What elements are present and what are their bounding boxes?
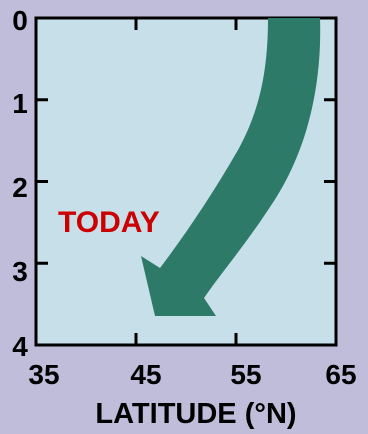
- x-axis-title: LATITUDE (°N): [95, 398, 296, 430]
- y-tick-label-4: 4: [12, 331, 28, 362]
- y-tick-label-0: 0: [12, 5, 28, 36]
- today-label: TODAY: [58, 206, 160, 239]
- x-tick-label-55: 55: [230, 359, 261, 390]
- axis-ticks: [36, 18, 336, 345]
- y-tick-label-1: 1: [12, 88, 28, 119]
- x-tick-label-45: 45: [130, 359, 161, 390]
- x-tick-label-35: 35: [28, 359, 59, 390]
- y-tick-label-3: 3: [12, 256, 28, 287]
- y-tick-label-2: 2: [12, 172, 28, 203]
- trend-arrow: [141, 18, 321, 316]
- x-tick-label-65: 65: [325, 359, 356, 390]
